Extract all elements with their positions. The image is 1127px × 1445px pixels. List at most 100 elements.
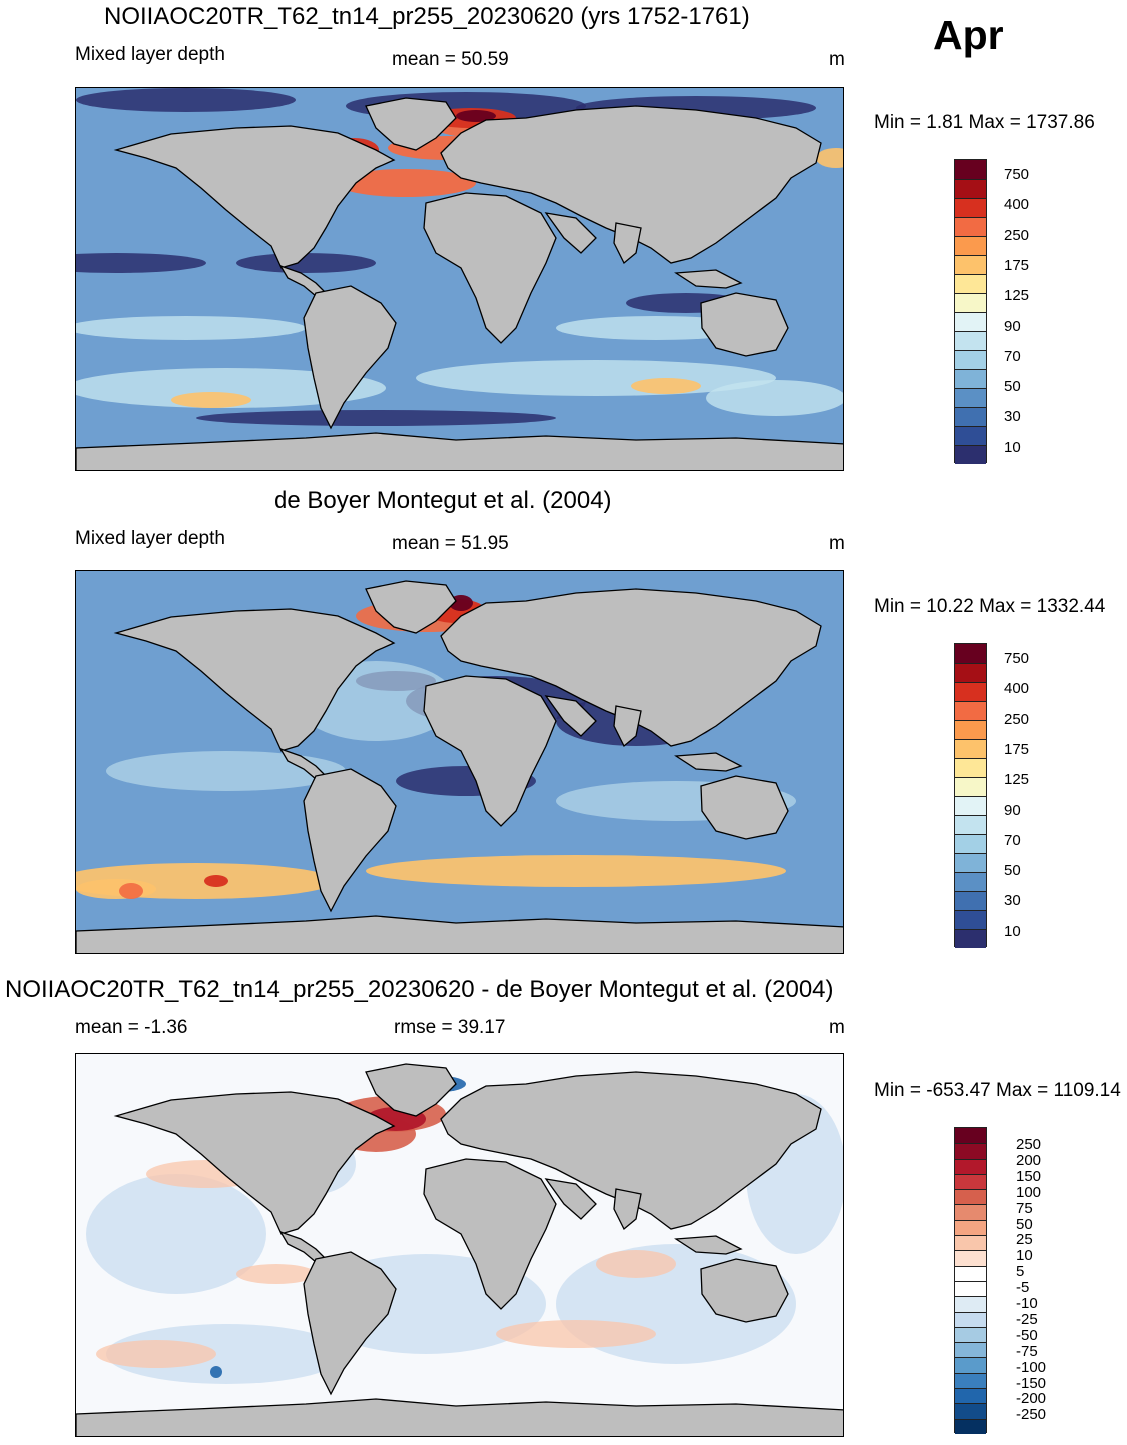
panel1-units: m — [829, 49, 845, 70]
colorbar-swatch — [955, 1403, 986, 1419]
field-contour — [236, 1264, 316, 1284]
colorbar-swatch — [955, 350, 986, 369]
colorbar-tick-label: 10 — [1004, 922, 1021, 940]
land-mass — [365, 97, 457, 151]
land-mass — [113, 1091, 396, 1235]
colorbar-swatch — [955, 255, 986, 274]
field-contour — [76, 88, 296, 112]
field-contour — [596, 1250, 676, 1278]
colorbar-swatch — [955, 720, 986, 739]
land-mass — [700, 1258, 789, 1323]
colorbar-swatch — [955, 1219, 986, 1236]
land-mass — [303, 768, 397, 913]
colorbar-swatch — [955, 1189, 986, 1205]
field-contour — [76, 253, 206, 273]
colorbar-swatch — [955, 426, 986, 445]
colorbar-tick-label: 400 — [1004, 680, 1030, 698]
colorbar-swatch — [955, 834, 986, 853]
colorbar-swatch — [955, 663, 986, 682]
colorbar-tick-label: 125 — [1004, 771, 1030, 789]
panel2-colorbar — [954, 643, 987, 948]
panel3-rmse-label: rmse = 39.17 — [394, 1017, 506, 1038]
colorbar-tick-label: -5 — [1016, 1279, 1030, 1297]
field-contour — [336, 169, 476, 197]
land-mass — [544, 695, 597, 737]
colorbar-tick-label: 750 — [1004, 166, 1030, 183]
colorbar-swatch — [955, 160, 986, 179]
field-contour — [171, 392, 251, 408]
colorbar-tick-label: 5 — [1016, 1263, 1025, 1281]
colorbar-swatch — [955, 815, 986, 834]
panel1-left-label: Mixed layer depth — [75, 44, 225, 65]
colorbar-tick-label: 90 — [1004, 317, 1021, 335]
colorbar-tick-label: 150 — [1016, 1167, 1042, 1185]
colorbar-swatch — [955, 293, 986, 312]
colorbar-tick-label: -200 — [1016, 1390, 1047, 1408]
colorbar-swatch — [955, 236, 986, 255]
colorbar-tick-label: -10 — [1016, 1295, 1038, 1312]
colorbar-tick-label: 30 — [1004, 408, 1021, 426]
panel1-minmax: Min = 1.81 Max = 1737.86 — [874, 112, 1095, 133]
colorbar-swatch — [955, 217, 986, 236]
panel2-title: de Boyer Montegut et al. (2004) — [274, 487, 612, 514]
field-contour — [196, 410, 556, 426]
colorbar-swatch — [955, 777, 986, 796]
field-contour — [119, 883, 143, 899]
colorbar-swatch — [955, 407, 986, 426]
colorbar-tick-label: 200 — [1016, 1151, 1042, 1169]
colorbar-tick-label: 175 — [1004, 256, 1030, 274]
colorbar-swatch — [955, 1357, 986, 1373]
field-contour — [236, 253, 376, 273]
field-contour — [210, 1366, 222, 1378]
colorbar-swatch — [955, 1296, 986, 1312]
colorbar-tick-label: 10 — [1016, 1247, 1033, 1265]
colorbar-swatch — [955, 682, 986, 701]
panel2-left-label: Mixed layer depth — [75, 528, 225, 549]
panel3-colorbar — [954, 1127, 987, 1434]
panel3-map — [75, 1053, 844, 1437]
land-mass — [113, 125, 396, 269]
colorbar-tick-label: 75 — [1016, 1199, 1033, 1217]
colorbar-tick-label: 125 — [1004, 287, 1030, 305]
colorbar-swatch — [955, 853, 986, 872]
panel1-mean-label: mean = 50.59 — [392, 49, 509, 70]
panel2-minmax: Min = 10.22 Max = 1332.44 — [874, 596, 1106, 617]
colorbar-swatch — [955, 872, 986, 891]
colorbar-swatch — [955, 891, 986, 910]
month-label: Apr — [933, 12, 1004, 58]
colorbar-tick-label: -25 — [1016, 1310, 1038, 1328]
colorbar-tick-label: 50 — [1004, 862, 1021, 880]
colorbar-swatch — [955, 369, 986, 388]
land-mass — [613, 705, 642, 748]
colorbar-swatch — [955, 274, 986, 293]
colorbar-swatch — [955, 1418, 986, 1434]
land-mass — [113, 608, 396, 752]
colorbar-tick-label: -150 — [1016, 1374, 1047, 1392]
colorbar-swatch — [955, 739, 986, 758]
colorbar-tick-label: 175 — [1004, 740, 1030, 758]
land-mass — [700, 775, 789, 840]
colorbar-tick-label: 25 — [1016, 1231, 1033, 1249]
colorbar-tick-label: 400 — [1004, 196, 1030, 214]
colorbar-swatch — [955, 1265, 986, 1281]
field-contour — [631, 378, 701, 394]
colorbar-tick-label: 100 — [1016, 1183, 1042, 1201]
colorbar-tick-label: 750 — [1004, 650, 1030, 667]
colorbar-swatch — [955, 179, 986, 198]
land-mass — [423, 675, 557, 827]
field-contour — [816, 148, 843, 168]
colorbar-tick-label: 30 — [1004, 892, 1021, 910]
land-mass — [76, 915, 843, 953]
colorbar-swatch — [955, 1311, 986, 1327]
colorbar-swatch — [955, 1128, 986, 1144]
field-contour — [106, 1324, 346, 1384]
colorbar-swatch — [955, 1342, 986, 1358]
colorbar-swatch — [955, 1280, 986, 1297]
panel3-mean-label: mean = -1.36 — [75, 1017, 188, 1038]
colorbar-swatch — [955, 1158, 986, 1174]
colorbar-tick-label: -50 — [1016, 1326, 1038, 1344]
land-mass — [365, 1063, 457, 1117]
colorbar-swatch — [955, 644, 986, 663]
colorbar-tick-label: -100 — [1016, 1358, 1047, 1376]
panel1-colorbar — [954, 159, 987, 464]
